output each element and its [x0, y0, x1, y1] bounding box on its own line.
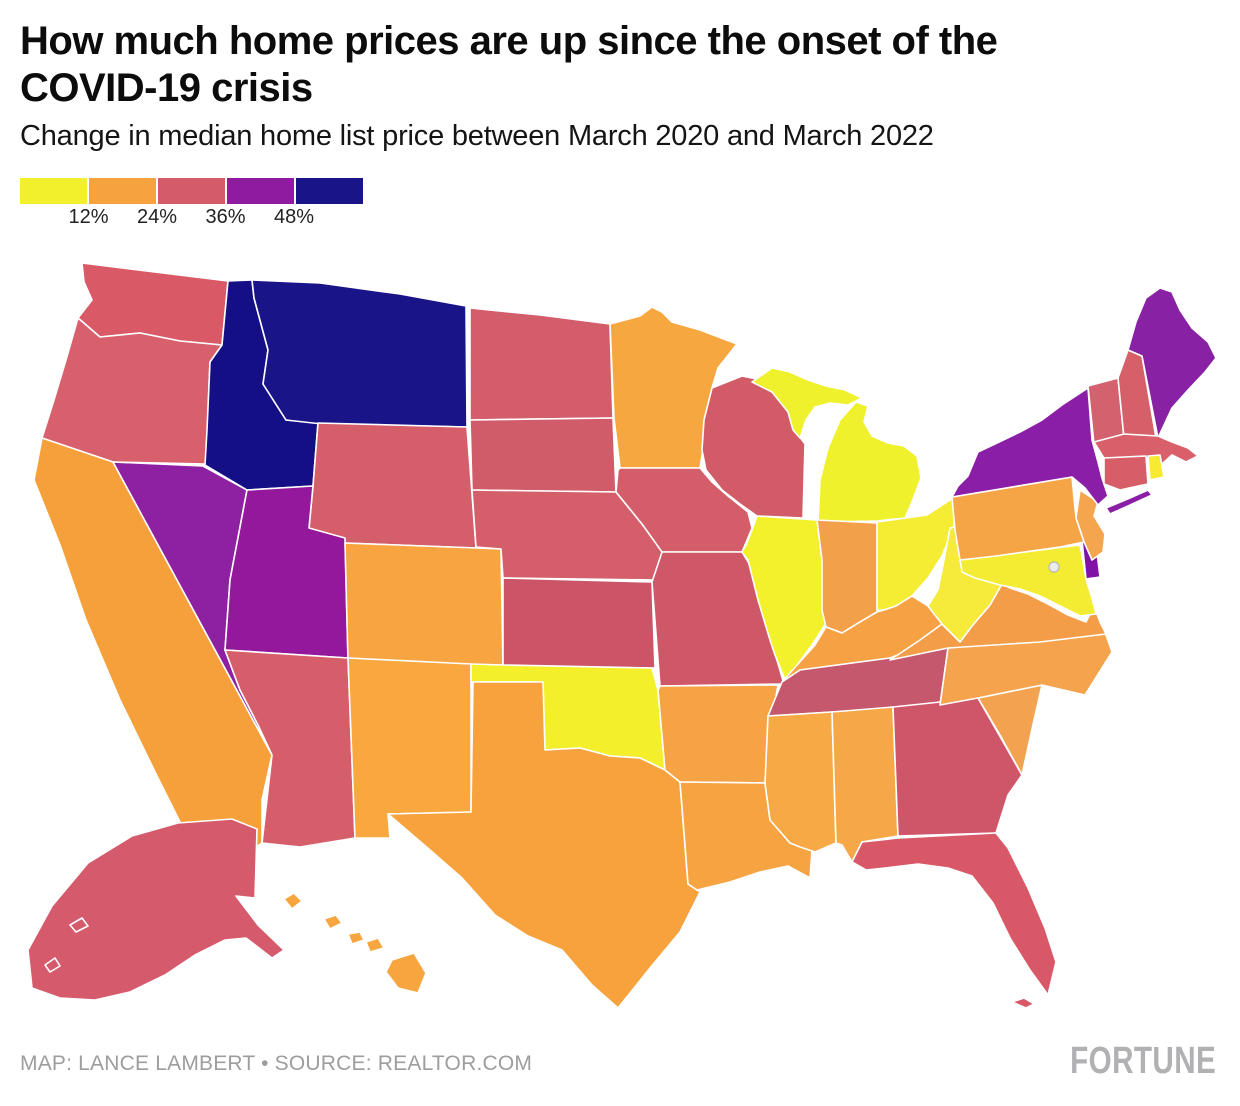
- legend-swatch-2: [89, 178, 156, 204]
- legend-tick-label: 36%: [205, 206, 246, 228]
- state-connecticut: [1103, 455, 1149, 491]
- state-north-carolina: [939, 631, 1113, 706]
- source-credit: MAP: LANCE LAMBERT • SOURCE: REALTOR.COM: [20, 1052, 533, 1075]
- state-new-mexico: [347, 657, 472, 839]
- state-iowa: [615, 467, 753, 553]
- state-alaska: [27, 818, 285, 1001]
- state-maine: [1127, 287, 1217, 439]
- legend-swatch-3: [158, 178, 225, 204]
- state-hawaii: [283, 892, 427, 994]
- state-wyoming: [308, 422, 477, 549]
- legend-swatch-5: [296, 178, 363, 204]
- chart-title: How much home prices are up since the on…: [20, 18, 998, 112]
- state-florida: [851, 832, 1057, 1009]
- legend-tick-labels: 12% 24% 36% 48%: [20, 204, 365, 228]
- state-new-hampshire: [1117, 349, 1157, 439]
- state-michigan: [751, 367, 922, 523]
- chart-title-line-1: How much home prices are up since the on…: [20, 19, 998, 63]
- state-kansas: [502, 577, 656, 669]
- color-scale-legend: 12% 24% 36% 48%: [20, 178, 365, 230]
- state-district-of-columbia: [1048, 561, 1060, 573]
- state-arkansas: [657, 684, 779, 784]
- legend-swatches: [20, 178, 365, 204]
- chart-title-line-2: COVID-19 crisis: [20, 66, 313, 111]
- state-washington: [77, 262, 229, 346]
- state-texas: [387, 681, 701, 1009]
- state-north-dakota: [469, 307, 614, 421]
- state-maryland: [959, 544, 1097, 617]
- state-colorado: [344, 542, 504, 668]
- state-indiana: [816, 519, 878, 634]
- state-montana: [251, 279, 468, 428]
- legend-swatch-4: [227, 178, 294, 204]
- legend-swatch-1: [20, 178, 87, 204]
- state-south-dakota: [469, 417, 617, 493]
- state-rhode-island: [1147, 454, 1165, 481]
- legend-tick-label: 24%: [136, 206, 178, 228]
- chart-subtitle: Change in median home list price between…: [20, 120, 934, 152]
- legend-tick-label: 48%: [273, 206, 315, 228]
- state-pennsylvania: [951, 476, 1085, 561]
- legend-tick-label: 12%: [68, 206, 109, 228]
- fortune-logo: FORTUNE: [1070, 1040, 1216, 1082]
